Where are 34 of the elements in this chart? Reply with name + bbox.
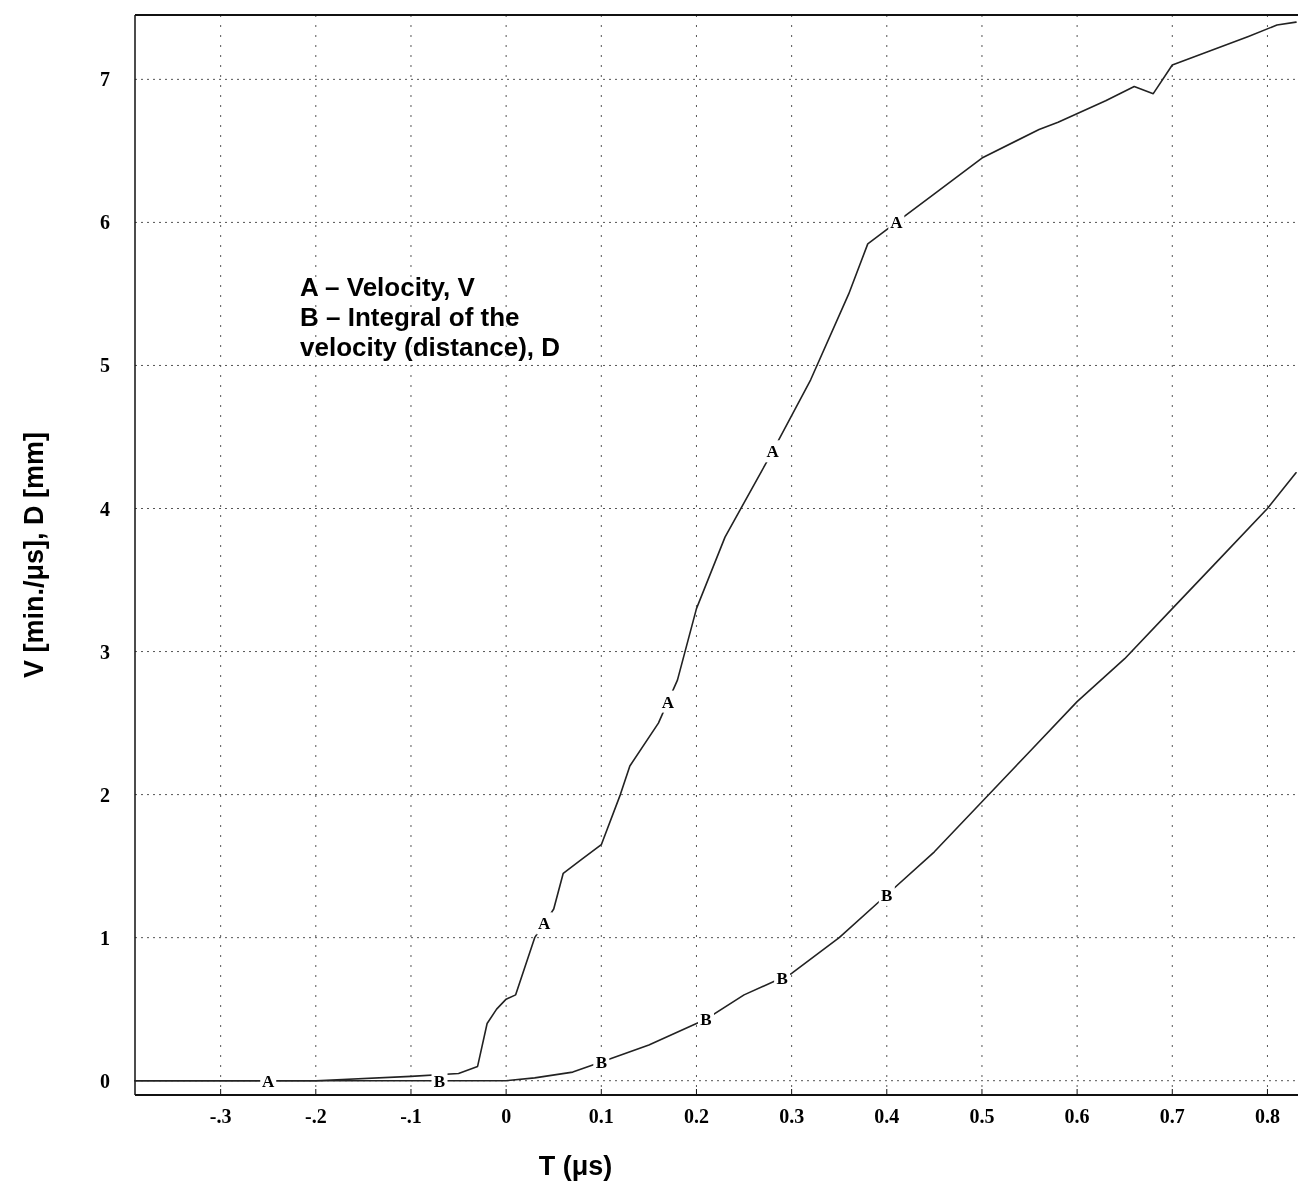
annotation: A [661, 692, 675, 712]
x-tick-label: 0.6 [1064, 1105, 1090, 1127]
x-tick-label: 0.2 [683, 1105, 709, 1127]
annotation: B [595, 1053, 607, 1073]
annotation: B – Integral of the velocity (distance), D [300, 302, 561, 362]
annotation: A [262, 1071, 276, 1091]
annotation: B [881, 885, 893, 905]
x-tick-label: -.1 [400, 1105, 422, 1127]
annotation: A [766, 442, 780, 462]
annotation: A [538, 914, 552, 934]
x-tick-label: 0.8 [1254, 1105, 1280, 1127]
x-tick-label: 0.5 [969, 1105, 995, 1127]
y-tick-label: 2 [100, 783, 110, 806]
x-tick-label: 0.7 [1159, 1105, 1185, 1127]
x-tick-label: 0 [501, 1105, 512, 1127]
x-tick-label: -.3 [209, 1105, 232, 1127]
y-tick-label: 0 [100, 1069, 110, 1092]
annotation: A [890, 213, 904, 233]
y-tick-label: 3 [100, 640, 110, 663]
x-tick-label: 0.1 [588, 1105, 614, 1127]
x-tick-label: 0.3 [779, 1105, 805, 1127]
annotation: B [700, 1010, 712, 1030]
y-tick-label: 7 [100, 68, 110, 91]
y-axis-title: V [min./μs], D [mm] [19, 431, 49, 679]
x-tick-label: 0.4 [874, 1105, 900, 1127]
annotation: A – Velocity, V [300, 272, 476, 302]
x-axis-title: T (μs) [538, 1151, 613, 1181]
y-tick-label: 1 [100, 926, 110, 949]
y-tick-label: 5 [100, 354, 110, 377]
annotation: B [776, 968, 788, 988]
annotation: B [433, 1071, 446, 1091]
y-tick-label: 4 [100, 497, 110, 520]
x-tick-label: -.2 [304, 1105, 327, 1127]
y-tick-label: 6 [100, 211, 110, 234]
